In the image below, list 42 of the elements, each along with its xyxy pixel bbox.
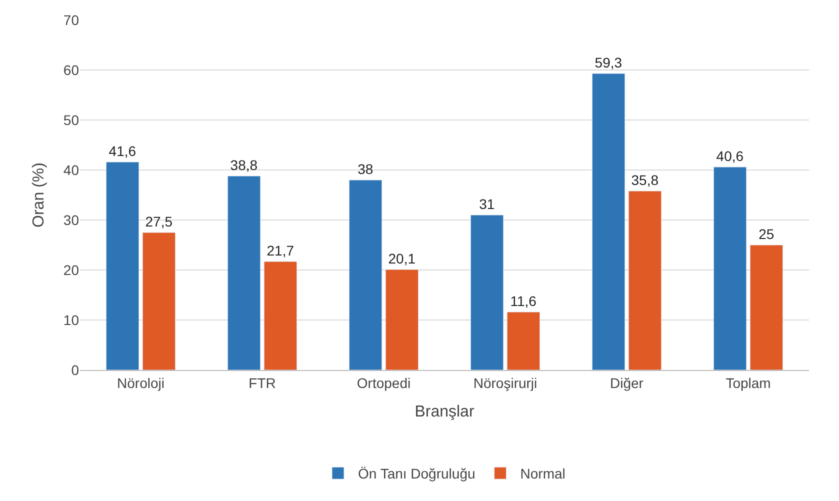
legend-label: Ön Tanı Doğruluğu [358,466,476,482]
bar [628,190,662,370]
x-tick-label: FTR [248,374,276,391]
y-tick-label: 70 [63,12,80,28]
bar [142,232,176,370]
data-label: 31 [479,196,495,212]
data-label: 38,8 [230,157,258,173]
bar [506,312,540,370]
data-label: 59,3 [594,54,622,70]
bar [592,73,626,370]
y-tick-label: 30 [63,212,80,228]
y-tick-label: 40 [63,162,80,178]
data-label: 35,8 [631,172,659,188]
bar [750,244,784,370]
legend-label: Normal [520,466,566,482]
data-label: 11,6 [510,293,537,309]
bar [106,162,140,370]
data-label: 38 [358,161,374,177]
y-tick-label: 50 [63,112,80,128]
bar [713,166,747,370]
bar [470,214,504,370]
x-tick-label: Diğer [610,374,644,391]
x-tick-label: Ortopedi [356,374,411,391]
data-label: 27,5 [145,214,173,230]
data-label: 21,7 [266,242,294,258]
y-tick-label: 10 [63,312,80,328]
x-axis-title: Branşlar [414,404,475,420]
bar [264,261,298,370]
data-label: 41,6 [108,143,136,159]
y-axis-title: Oran (%) [30,162,48,228]
bar [385,269,419,370]
data-label: 40,6 [716,148,744,164]
x-tick-label: Nöroşirurji [473,374,538,391]
y-tick-label: 20 [63,262,80,278]
y-tick-label: 0 [71,362,80,378]
x-tick-label: Nöroloji [117,374,164,391]
y-tick-label: 60 [63,62,80,78]
data-label: 20,1 [388,250,416,266]
x-tick-label: Toplam [726,374,771,391]
bar [348,180,382,370]
data-label: 25 [758,226,774,242]
bar [227,176,261,370]
